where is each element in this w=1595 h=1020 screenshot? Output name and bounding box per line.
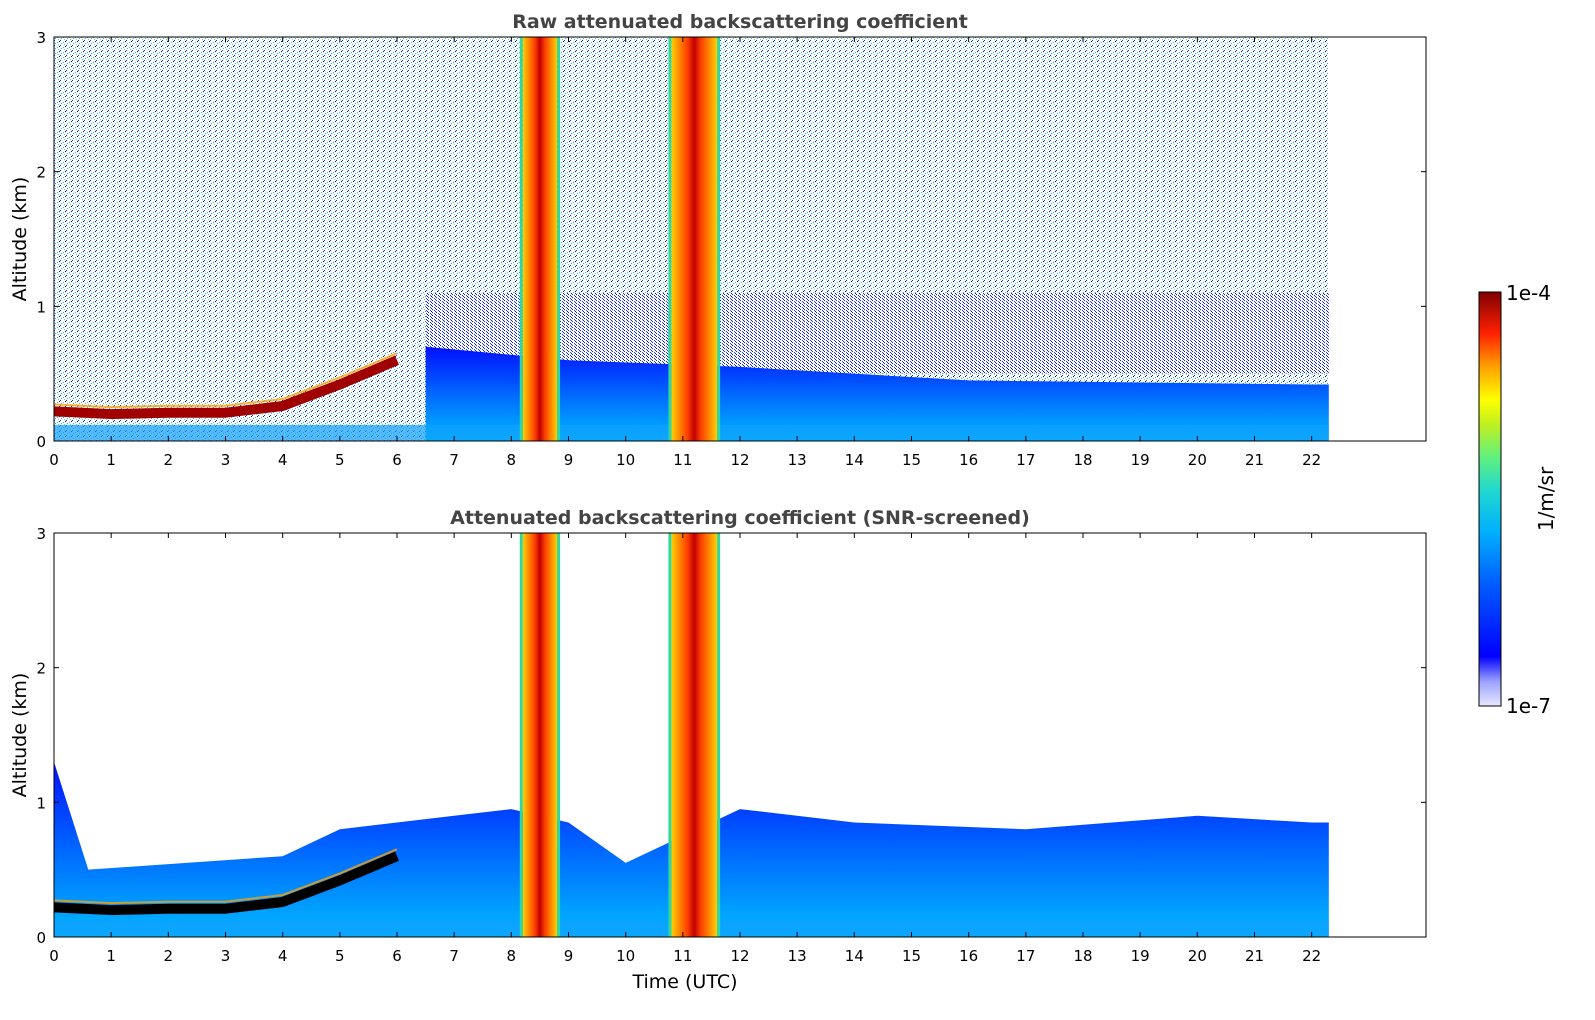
y-tick-label: 1 bbox=[36, 794, 46, 812]
cloud-edge bbox=[519, 533, 523, 937]
x-tick-label: 14 bbox=[845, 947, 864, 965]
x-tick-label: 0 bbox=[49, 451, 59, 469]
y-tick-label: 3 bbox=[36, 525, 46, 543]
x-tick-label: 18 bbox=[1073, 451, 1092, 469]
x-tick-label: 20 bbox=[1188, 947, 1207, 965]
colorbar-bar bbox=[1478, 291, 1502, 707]
boundary-layer-edge bbox=[53, 848, 398, 905]
x-tick-label: 16 bbox=[959, 451, 978, 469]
x-tick-label: 3 bbox=[221, 947, 231, 965]
cloud-column bbox=[671, 37, 718, 441]
chart-title: Raw attenuated backscattering coefficien… bbox=[512, 11, 968, 33]
y-tick-label: 0 bbox=[36, 929, 46, 947]
y-axis-label: Altitude (km) bbox=[9, 673, 31, 798]
plot-area bbox=[53, 37, 1329, 441]
x-tick-label: 17 bbox=[1016, 947, 1035, 965]
cloud-column bbox=[522, 533, 558, 937]
cloud-edge bbox=[668, 533, 672, 937]
x-tick-label: 22 bbox=[1302, 947, 1321, 965]
x-tick-label: 9 bbox=[564, 451, 574, 469]
x-tick-label: 11 bbox=[673, 451, 692, 469]
x-tick-label: 22 bbox=[1302, 451, 1321, 469]
x-tick-label: 2 bbox=[164, 947, 174, 965]
x-tick-label: 17 bbox=[1016, 451, 1035, 469]
boundary-layer-top bbox=[53, 851, 399, 916]
chart-panel-1: Raw attenuated backscattering coefficien… bbox=[9, 11, 1427, 469]
colorbar: 1e-4 1e-7 1/m/sr bbox=[1478, 281, 1558, 718]
colorbar-unit-label: 1/m/sr bbox=[1534, 466, 1558, 531]
boundary-layer-top bbox=[53, 355, 399, 420]
y-tick-label: 1 bbox=[36, 298, 46, 316]
colorbar-min-label: 1e-7 bbox=[1506, 694, 1551, 718]
y-tick-label: 2 bbox=[36, 660, 46, 678]
x-tick-label: 21 bbox=[1245, 947, 1264, 965]
cloud-edge bbox=[557, 533, 561, 937]
x-tick-label: 19 bbox=[1131, 947, 1150, 965]
y-tick-label: 0 bbox=[36, 433, 46, 451]
x-tick-label: 9 bbox=[564, 947, 574, 965]
chart-panel-2: Attenuated backscattering coefficient (S… bbox=[9, 507, 1427, 993]
x-tick-label: 8 bbox=[507, 947, 517, 965]
x-tick-label: 21 bbox=[1245, 451, 1264, 469]
x-tick-label: 15 bbox=[902, 451, 921, 469]
plot-area bbox=[53, 533, 1329, 937]
x-tick-label: 7 bbox=[449, 947, 459, 965]
x-tick-label: 4 bbox=[278, 947, 288, 965]
colorbar-max-label: 1e-4 bbox=[1506, 281, 1551, 305]
x-tick-label: 19 bbox=[1131, 451, 1150, 469]
x-tick-label: 16 bbox=[959, 947, 978, 965]
x-tick-label: 5 bbox=[335, 947, 345, 965]
x-tick-label: 12 bbox=[730, 947, 749, 965]
x-tick-label: 6 bbox=[392, 947, 402, 965]
cloud-column bbox=[671, 533, 718, 937]
x-tick-label: 10 bbox=[616, 451, 635, 469]
x-tick-label: 10 bbox=[616, 947, 635, 965]
cloud-edge bbox=[557, 37, 561, 441]
x-tick-label: 0 bbox=[49, 947, 59, 965]
x-tick-label: 12 bbox=[730, 451, 749, 469]
y-tick-label: 3 bbox=[36, 29, 46, 47]
x-axis-label: Time (UTC) bbox=[631, 971, 737, 993]
x-tick-label: 18 bbox=[1073, 947, 1092, 965]
x-tick-label: 13 bbox=[788, 947, 807, 965]
aerosol-layer bbox=[425, 346, 1329, 441]
x-tick-label: 3 bbox=[221, 451, 231, 469]
y-tick-label: 2 bbox=[36, 164, 46, 182]
x-tick-label: 5 bbox=[335, 451, 345, 469]
cloud-edge bbox=[717, 533, 721, 937]
x-tick-label: 14 bbox=[845, 451, 864, 469]
boundary-layer-edge bbox=[53, 352, 398, 409]
x-tick-label: 6 bbox=[392, 451, 402, 469]
x-tick-label: 15 bbox=[902, 947, 921, 965]
x-tick-label: 1 bbox=[106, 451, 116, 469]
cloud-edge bbox=[519, 37, 523, 441]
x-tick-label: 1 bbox=[106, 947, 116, 965]
x-tick-label: 7 bbox=[449, 451, 459, 469]
noise-dense-band bbox=[425, 292, 1329, 374]
x-tick-label: 8 bbox=[507, 451, 517, 469]
chart-title: Attenuated backscattering coefficient (S… bbox=[450, 507, 1030, 529]
cloud-column bbox=[522, 37, 558, 441]
x-tick-label: 13 bbox=[788, 451, 807, 469]
x-tick-label: 4 bbox=[278, 451, 288, 469]
x-tick-label: 20 bbox=[1188, 451, 1207, 469]
x-tick-label: 11 bbox=[673, 947, 692, 965]
cloud-edge bbox=[668, 37, 672, 441]
x-tick-label: 2 bbox=[164, 451, 174, 469]
y-axis-label: Altitude (km) bbox=[9, 177, 31, 302]
cloud-edge bbox=[717, 37, 721, 441]
